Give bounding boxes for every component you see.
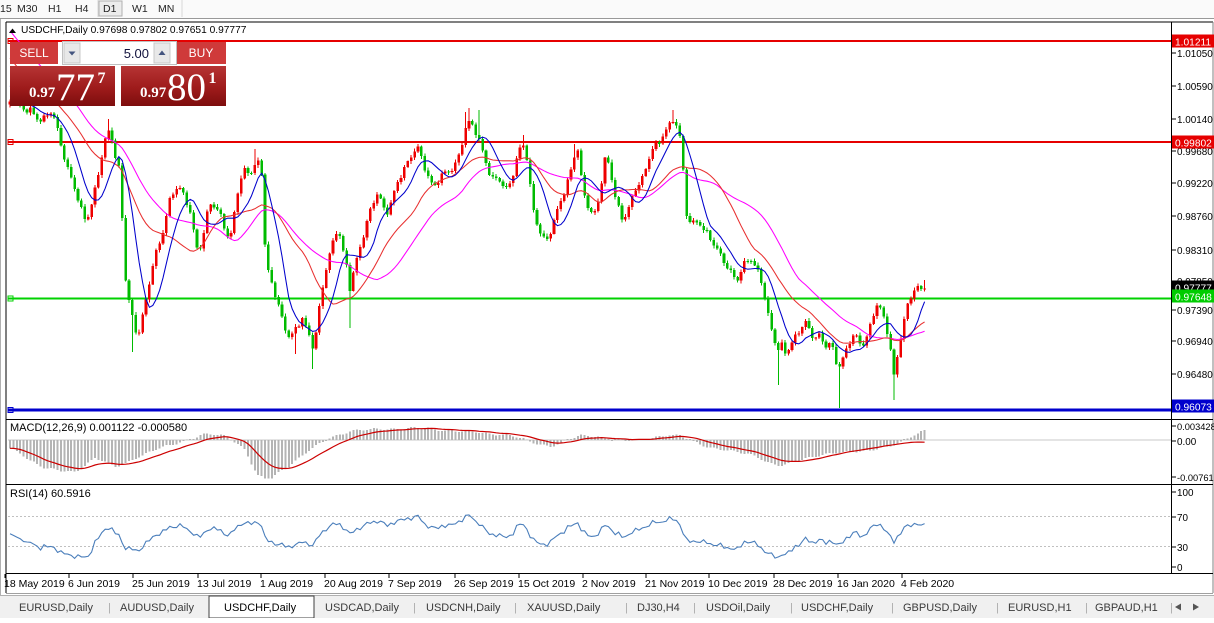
svg-text:-0.007615: -0.007615 — [1177, 473, 1214, 483]
svg-text:|: | — [996, 602, 999, 614]
svg-text:0.97: 0.97 — [140, 85, 167, 101]
svg-text:0.96480: 0.96480 — [1177, 370, 1213, 381]
svg-text:H1: H1 — [48, 3, 62, 15]
svg-text:26 Sep 2019: 26 Sep 2019 — [454, 578, 514, 590]
svg-text:18 May 2019: 18 May 2019 — [4, 578, 65, 590]
svg-text:28 Dec 2019: 28 Dec 2019 — [773, 578, 833, 590]
svg-text:0.96940: 0.96940 — [1177, 337, 1213, 348]
svg-text:0.003428: 0.003428 — [1177, 422, 1214, 432]
svg-text:21 Nov 2019: 21 Nov 2019 — [645, 578, 705, 590]
svg-text:0.97777: 0.97777 — [1175, 284, 1212, 295]
svg-text:0.99802: 0.99802 — [1175, 139, 1212, 150]
svg-text:20 Aug 2019: 20 Aug 2019 — [324, 578, 383, 590]
svg-text:AUDUSD,Daily: AUDUSD,Daily — [120, 602, 194, 614]
svg-text:0.97390: 0.97390 — [1177, 306, 1213, 317]
svg-text:15 Oct 2019: 15 Oct 2019 — [518, 578, 575, 590]
svg-text:1.00140: 1.00140 — [1177, 115, 1213, 126]
svg-text:77: 77 — [56, 66, 95, 109]
svg-text:|: | — [891, 602, 894, 614]
svg-text:USDOil,Daily: USDOil,Daily — [706, 602, 771, 614]
svg-text:MN: MN — [158, 3, 174, 15]
svg-text:0.98310: 0.98310 — [1177, 246, 1213, 257]
svg-text:0.96073: 0.96073 — [1175, 403, 1212, 414]
svg-text:USDCNH,Daily: USDCNH,Daily — [426, 602, 501, 614]
svg-text:MACD(12,26,9) 0.001122 -0.0005: MACD(12,26,9) 0.001122 -0.000580 — [10, 422, 187, 434]
svg-text:0.97: 0.97 — [29, 85, 56, 101]
svg-text:7 Sep 2019: 7 Sep 2019 — [388, 578, 442, 590]
svg-text:15: 15 — [0, 3, 12, 15]
svg-text:10 Dec 2019: 10 Dec 2019 — [708, 578, 768, 590]
svg-text:H4: H4 — [75, 3, 89, 15]
svg-text:USDCAD,Daily: USDCAD,Daily — [325, 602, 399, 614]
svg-text:|: | — [790, 602, 793, 614]
svg-text:GBPAUD,H1: GBPAUD,H1 — [1095, 602, 1158, 614]
svg-text:1: 1 — [209, 70, 217, 87]
svg-text:0.97648: 0.97648 — [1175, 293, 1212, 304]
svg-text:25 Jun 2019: 25 Jun 2019 — [132, 578, 190, 590]
svg-text:DJ30,H4: DJ30,H4 — [637, 602, 680, 614]
svg-text:USDCHF,Daily: USDCHF,Daily — [801, 602, 874, 614]
svg-text:|: | — [1085, 602, 1088, 614]
svg-text:RSI(14) 60.5916: RSI(14) 60.5916 — [10, 488, 91, 500]
svg-text:7: 7 — [98, 70, 106, 87]
svg-text:13 Jul 2019: 13 Jul 2019 — [197, 578, 251, 590]
svg-text:0.98760: 0.98760 — [1177, 212, 1213, 223]
svg-text:SELL: SELL — [19, 46, 49, 60]
svg-text:100: 100 — [1177, 488, 1194, 499]
svg-text:5.00: 5.00 — [124, 46, 149, 61]
svg-text:GBPUSD,Daily: GBPUSD,Daily — [903, 602, 977, 614]
svg-text:1 Aug 2019: 1 Aug 2019 — [260, 578, 313, 590]
svg-text:USDCHF,Daily: USDCHF,Daily — [224, 602, 297, 614]
svg-text:|: | — [108, 602, 111, 614]
svg-text:BUY: BUY — [189, 46, 214, 60]
svg-text:D1: D1 — [103, 3, 117, 15]
svg-text:0.99220: 0.99220 — [1177, 179, 1213, 190]
svg-text:1.01211: 1.01211 — [1175, 38, 1211, 49]
svg-text:6 Jun 2019: 6 Jun 2019 — [68, 578, 120, 590]
svg-text:70: 70 — [1177, 513, 1188, 524]
svg-text:W1: W1 — [132, 3, 148, 15]
svg-text:16 Jan 2020: 16 Jan 2020 — [837, 578, 895, 590]
svg-text:USDCHF,Daily 0.97698 0.97802: USDCHF,Daily 0.97698 0.97802 0.97651 0.9… — [21, 25, 247, 36]
svg-text:|: | — [514, 602, 517, 614]
svg-text:1.01050: 1.01050 — [1177, 49, 1213, 60]
svg-text:80: 80 — [167, 66, 206, 109]
svg-text:|: | — [413, 602, 416, 614]
svg-text:1.00590: 1.00590 — [1177, 82, 1213, 93]
svg-text:|: | — [625, 602, 628, 614]
svg-text:XAUUSD,Daily: XAUUSD,Daily — [527, 602, 601, 614]
svg-text:EURUSD,Daily: EURUSD,Daily — [19, 602, 93, 614]
svg-text:4 Feb 2020: 4 Feb 2020 — [901, 578, 954, 590]
svg-text:0: 0 — [1177, 563, 1183, 574]
svg-text:EURUSD,H1: EURUSD,H1 — [1008, 602, 1072, 614]
svg-text:|: | — [1170, 602, 1173, 614]
svg-text:0.99680: 0.99680 — [1177, 147, 1213, 158]
svg-text:30: 30 — [1177, 543, 1188, 554]
svg-text:|: | — [693, 602, 696, 614]
svg-text:M30: M30 — [17, 3, 38, 15]
svg-text:2 Nov 2019: 2 Nov 2019 — [582, 578, 636, 590]
svg-text:0.00: 0.00 — [1177, 437, 1197, 448]
